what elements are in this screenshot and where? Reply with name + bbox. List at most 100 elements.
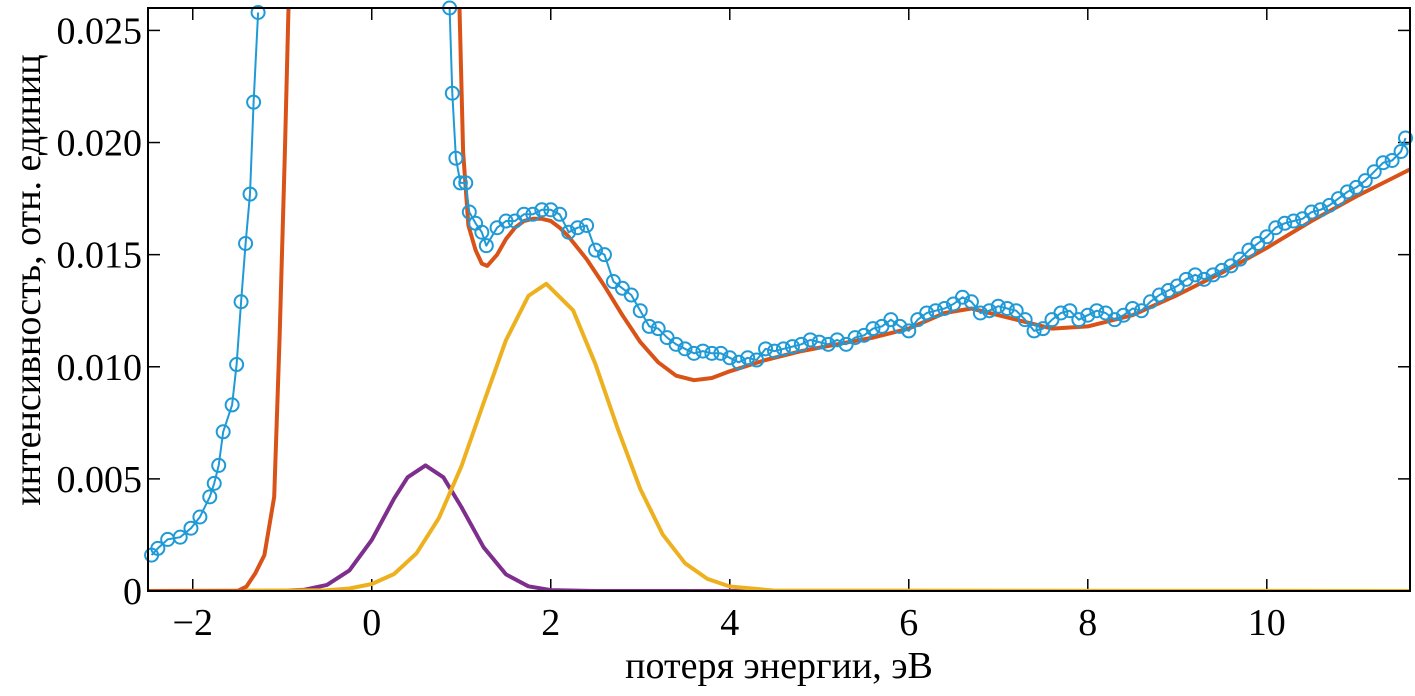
data-point	[1232, 251, 1248, 267]
y-tick-label: 0.005	[57, 459, 143, 501]
data-point	[668, 336, 684, 352]
data-point	[928, 303, 944, 319]
data-point	[150, 540, 166, 556]
data-point	[229, 357, 245, 373]
data-point	[820, 336, 836, 352]
data-point	[775, 341, 791, 357]
x-tick-label: 8	[1078, 602, 1097, 644]
data-point	[452, 175, 468, 191]
data-point	[233, 294, 249, 310]
data-point	[1384, 152, 1400, 168]
data-point	[172, 529, 188, 545]
data-point	[793, 336, 809, 352]
data-point	[811, 334, 827, 350]
data-point	[461, 204, 477, 220]
data-point	[478, 238, 494, 254]
series-line	[148, 8, 1410, 591]
data-point	[847, 330, 863, 346]
data-point	[552, 206, 568, 222]
data-point	[192, 509, 208, 525]
plot-frame	[147, 7, 1411, 592]
data-point	[224, 397, 240, 413]
data-point	[1071, 312, 1087, 328]
data-point	[1277, 215, 1293, 231]
data-point	[246, 94, 262, 110]
data-point	[1125, 300, 1141, 316]
data-point	[937, 300, 953, 316]
data-point	[632, 303, 648, 319]
x-tick-label: 2	[541, 602, 560, 644]
data-point	[1035, 321, 1051, 337]
data-point	[1089, 303, 1105, 319]
data-point	[722, 350, 738, 366]
data-point	[444, 85, 460, 101]
data-point	[865, 321, 881, 337]
data-point	[238, 235, 254, 251]
data-point	[740, 350, 756, 366]
data-point	[206, 475, 222, 491]
data-point	[1133, 303, 1149, 319]
x-tick-label: −2	[173, 602, 213, 644]
data-point	[990, 298, 1006, 314]
data-point	[579, 218, 595, 234]
data-point	[1375, 155, 1391, 171]
data-point	[1357, 173, 1373, 189]
series-line	[148, 281, 1410, 591]
data-point	[641, 318, 657, 334]
x-tick-label: 0	[362, 602, 381, 644]
data-point	[1062, 303, 1078, 319]
data-point	[525, 206, 541, 222]
data-point	[713, 345, 729, 361]
data-point	[1026, 323, 1042, 339]
data-point	[1187, 267, 1203, 283]
data-point	[474, 224, 490, 240]
data-point	[1008, 303, 1024, 319]
y-tick-label: 0	[123, 571, 142, 613]
x-tick-label: 10	[1248, 602, 1286, 644]
y-tick-label: 0.015	[57, 235, 143, 277]
data-point	[677, 341, 693, 357]
data-point	[919, 305, 935, 321]
y-tick-label: 0.025	[57, 10, 143, 52]
data-point	[1151, 287, 1167, 303]
data-point	[534, 202, 550, 218]
data-point	[588, 242, 604, 258]
data-point	[1312, 202, 1328, 218]
data-point	[1196, 271, 1212, 287]
data-point	[1017, 312, 1033, 328]
data-point	[695, 343, 711, 359]
data-point	[242, 186, 258, 202]
data-point	[448, 150, 464, 166]
series-line	[150, 8, 1407, 556]
data-point	[981, 303, 997, 319]
y-tick-label: 0.010	[57, 347, 143, 389]
data-point	[1178, 271, 1194, 287]
data-point	[1398, 130, 1414, 146]
data-point	[1107, 312, 1123, 328]
data-point	[183, 520, 199, 536]
data-point	[650, 321, 666, 337]
x-axis-label: потеря энергии, эВ	[625, 645, 933, 687]
data-point	[623, 287, 639, 303]
data-point	[901, 323, 917, 339]
data-point	[202, 489, 218, 505]
data-point	[498, 213, 514, 229]
data-point	[802, 332, 818, 348]
data-point	[250, 4, 266, 20]
data-point	[686, 345, 702, 361]
data-point	[1259, 229, 1275, 245]
data-point	[749, 352, 765, 368]
data-point	[1205, 267, 1221, 283]
data-point	[784, 339, 800, 355]
data-point	[1304, 204, 1320, 220]
x-tick-label: 4	[720, 602, 739, 644]
data-point	[829, 332, 845, 348]
data-point	[570, 220, 586, 236]
data-point	[1080, 307, 1096, 323]
data-point	[211, 457, 227, 473]
data-point	[215, 424, 231, 440]
data-point	[543, 202, 559, 218]
series-line	[148, 463, 1410, 591]
data-point	[1286, 213, 1302, 229]
